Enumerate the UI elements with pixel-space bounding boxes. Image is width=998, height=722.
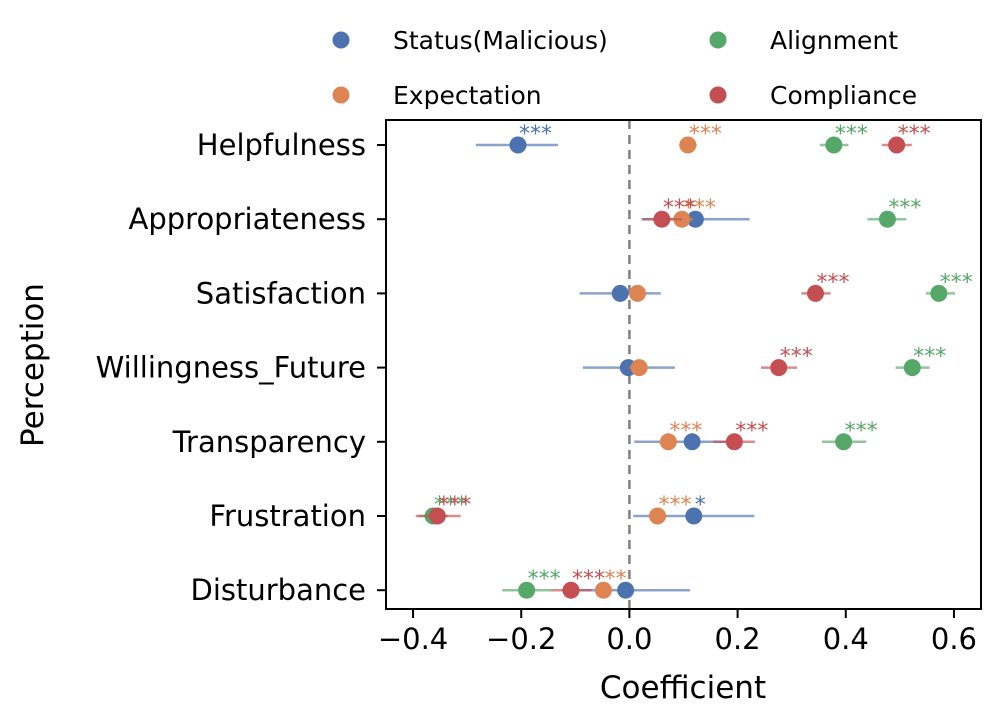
- significance-label: ***: [940, 270, 973, 295]
- plot-frame: [385, 119, 982, 610]
- series-alignment: *********************: [418, 122, 973, 599]
- series-compliance: *********************: [415, 122, 931, 599]
- significance-label: ***: [663, 196, 696, 221]
- x-tick-label: 0.6: [931, 622, 977, 656]
- significance-label: ***: [438, 493, 471, 518]
- data-point: [878, 210, 896, 228]
- legend-label: Compliance: [770, 81, 917, 110]
- legend-label: Status(Malicious): [393, 26, 608, 55]
- significance-label: ***: [816, 270, 849, 295]
- data-point: [518, 581, 536, 599]
- significance-label: ***: [519, 122, 552, 147]
- series-status-malicious-: ****: [475, 122, 755, 599]
- significance-label: ***: [659, 493, 692, 518]
- y-tick-label: Transparency: [172, 425, 366, 459]
- y-tick-label: Helpfulness: [197, 128, 366, 162]
- significance-label: ***: [888, 196, 921, 221]
- data-point: [903, 359, 921, 377]
- data-point: [770, 359, 788, 377]
- legend-marker: [332, 86, 350, 104]
- significance-label: ***: [835, 122, 868, 147]
- y-tick-label: Satisfaction: [196, 276, 366, 310]
- significance-label: ***: [780, 345, 813, 370]
- legend-label: Expectation: [393, 81, 542, 110]
- data-point: [630, 359, 648, 377]
- x-axis-title: Coefficient: [600, 670, 766, 706]
- data-point: [888, 136, 906, 154]
- significance-label: ***: [735, 419, 768, 444]
- significance-label: ***: [913, 345, 946, 370]
- data-point: [509, 136, 527, 154]
- axes: −0.4 −0.2 0.0 0.2 0.4 0.6 Helpfulness Appropria…: [96, 119, 982, 656]
- data-point: [930, 284, 948, 302]
- legend-entry: Compliance: [709, 81, 917, 110]
- x-tick-label: −0.2: [486, 622, 556, 656]
- significance-label: ***: [689, 122, 722, 147]
- data-point: [653, 210, 671, 228]
- significance-label: *: [695, 493, 706, 518]
- legend: Status(Malicious) Expectation Alignment Com…: [332, 26, 917, 110]
- data-point: [428, 507, 446, 525]
- plot-area: ****************************************…: [415, 120, 973, 609]
- legend-marker: [709, 86, 727, 104]
- y-tick-label: Frustration: [209, 499, 366, 533]
- x-tick-label: −0.4: [378, 622, 448, 656]
- data-point: [725, 433, 743, 451]
- data-point: [629, 284, 647, 302]
- significance-label: ***: [845, 419, 878, 444]
- y-tick-label: Willingness_Future: [96, 351, 366, 385]
- significance-label: ***: [572, 567, 605, 592]
- legend-entry: Alignment: [709, 26, 898, 55]
- data-point: [649, 507, 667, 525]
- legend-marker: [709, 31, 727, 49]
- legend-entry: Expectation: [332, 81, 542, 110]
- significance-label: ***: [669, 419, 702, 444]
- x-tick-label: 0.2: [715, 622, 761, 656]
- data-point: [835, 433, 853, 451]
- legend-entry: Status(Malicious): [332, 26, 608, 55]
- data-point: [806, 284, 824, 302]
- y-tick-label: Disturbance: [190, 573, 366, 607]
- legend-marker: [332, 31, 350, 49]
- data-point: [683, 433, 701, 451]
- x-tick-label: 0.4: [823, 622, 869, 656]
- data-point: [562, 581, 580, 599]
- data-point: [679, 136, 697, 154]
- data-point: [611, 284, 629, 302]
- significance-label: **: [604, 567, 626, 592]
- data-point: [617, 581, 635, 599]
- significance-label: ***: [683, 196, 716, 221]
- data-point: [659, 433, 677, 451]
- y-axis-title: Perception: [15, 283, 51, 447]
- data-point: [685, 507, 703, 525]
- series-expectation: **************: [594, 122, 722, 599]
- significance-label: ***: [898, 122, 931, 147]
- significance-label: ***: [528, 567, 561, 592]
- data-point: [686, 210, 704, 228]
- x-tick-label: 0.0: [606, 622, 652, 656]
- legend-label: Alignment: [770, 26, 898, 55]
- y-tick-label: Appropriateness: [129, 202, 367, 236]
- data-point: [825, 136, 843, 154]
- data-point: [594, 581, 612, 599]
